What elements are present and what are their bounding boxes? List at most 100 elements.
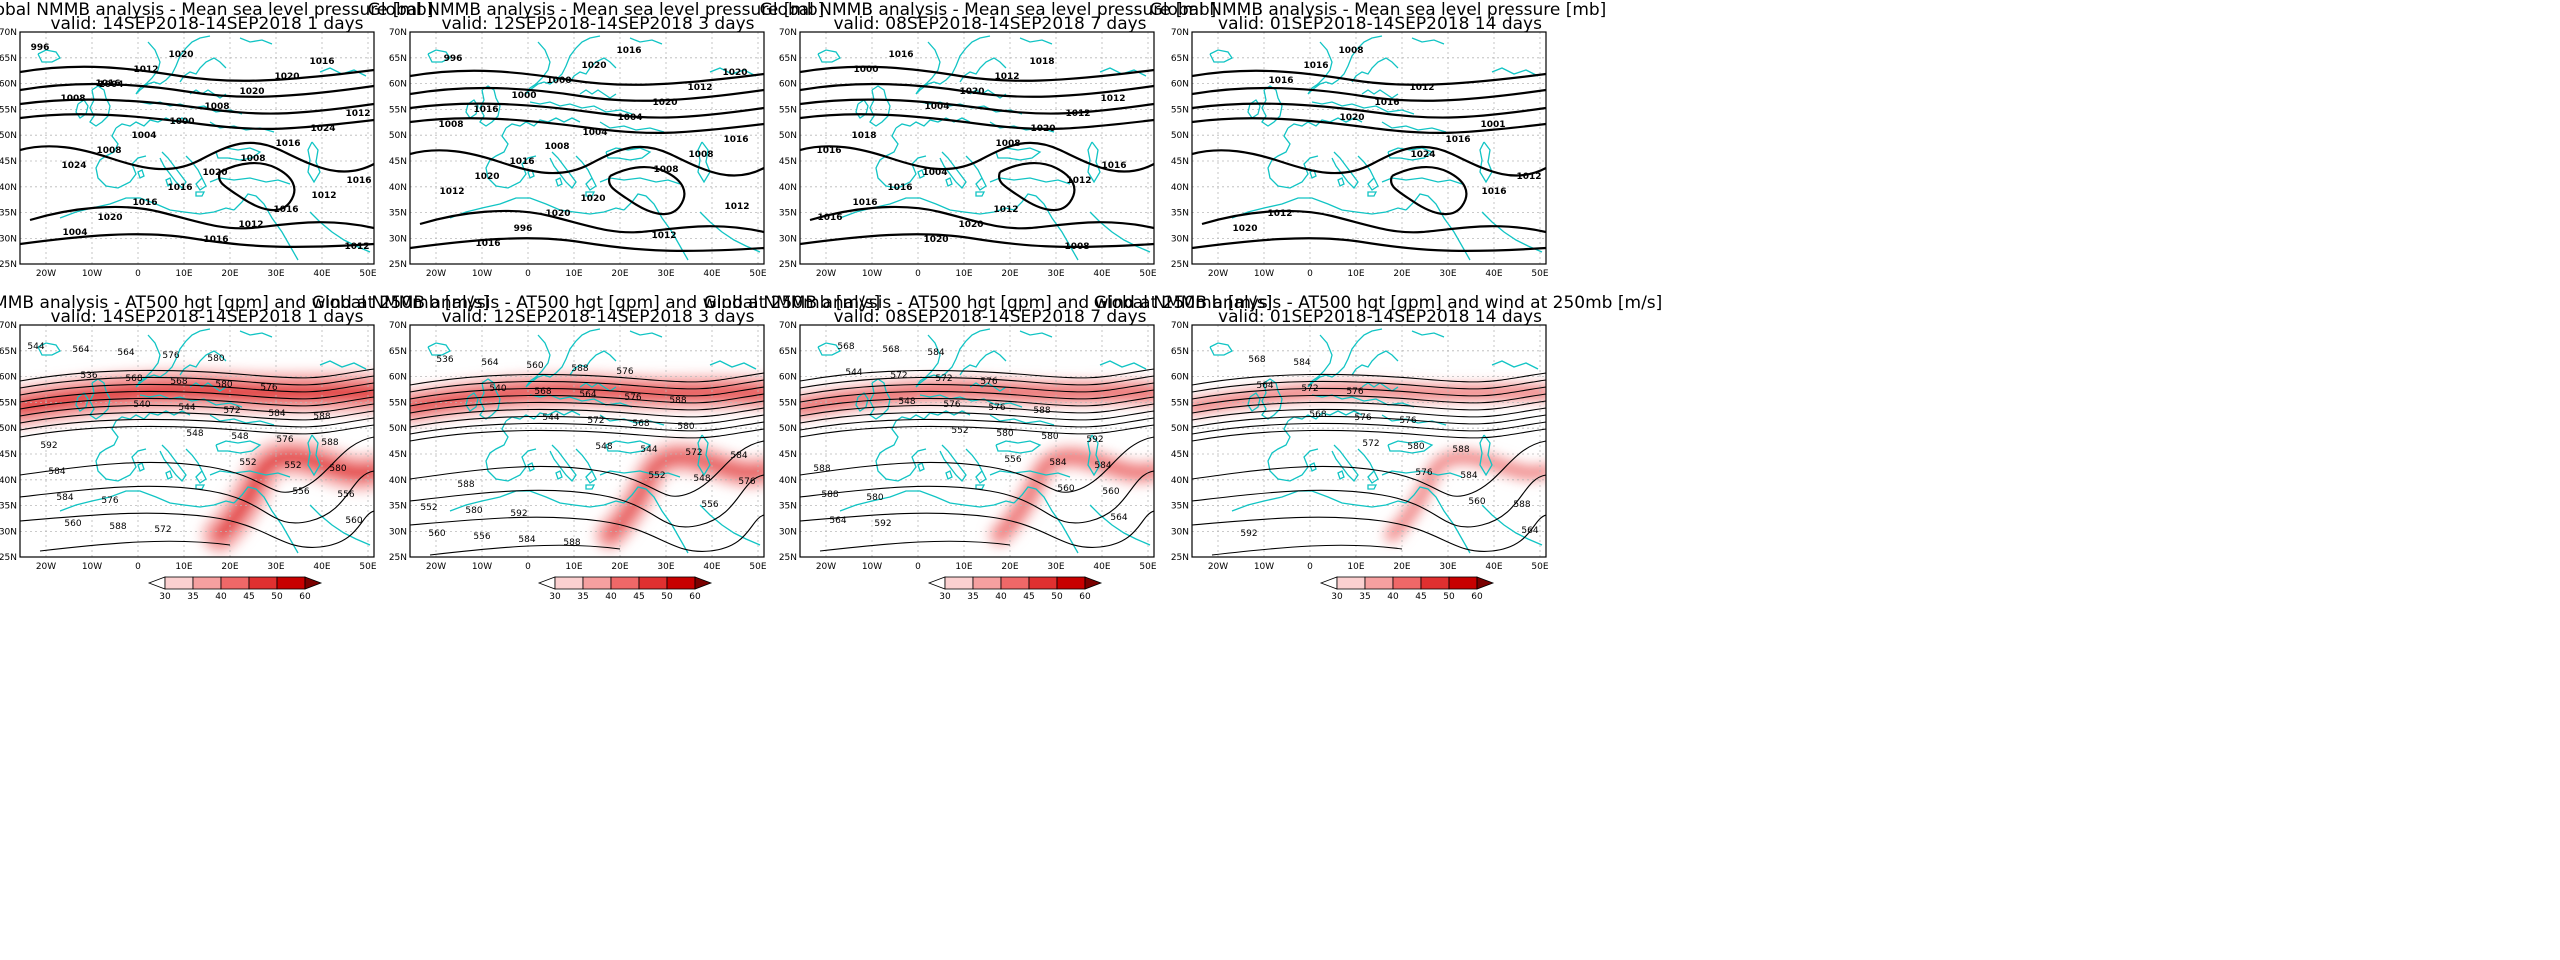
lon-tick-label: 10E bbox=[565, 269, 582, 279]
lat-tick-label: 35N bbox=[0, 502, 17, 512]
geopotential-contour bbox=[39, 540, 231, 552]
lat-tick-label: 40N bbox=[779, 476, 797, 486]
coastline bbox=[1331, 151, 1359, 190]
contour-label: 1000 bbox=[546, 76, 571, 86]
jet-stream-south-core bbox=[213, 450, 374, 542]
contour-label: 548 bbox=[186, 429, 203, 439]
contour-label: 576 bbox=[260, 383, 277, 393]
panel-valid-date: valid: 12SEP2018-14SEP2018 3 days bbox=[441, 307, 754, 327]
lat-tick-label: 45N bbox=[779, 157, 797, 167]
isobar bbox=[410, 145, 764, 177]
contour-label: 1016 bbox=[132, 198, 157, 208]
geopotential-contour bbox=[1192, 414, 1546, 428]
contour-label: 576 bbox=[101, 496, 118, 506]
graticule bbox=[410, 32, 764, 264]
contour-label: 568 bbox=[882, 345, 899, 355]
lat-tick-label: 35N bbox=[779, 209, 797, 219]
map-frame bbox=[409, 324, 765, 558]
contour-label: 588 bbox=[669, 396, 686, 406]
contour-label: 1012 bbox=[993, 205, 1018, 215]
coastline bbox=[165, 177, 173, 187]
lon-tick-label: 40E bbox=[1485, 562, 1502, 572]
coastline bbox=[307, 434, 321, 477]
contour-label: 1016 bbox=[723, 135, 748, 145]
colorbar-swatch bbox=[666, 576, 696, 590]
contour-label: 580 bbox=[465, 506, 482, 516]
coastline bbox=[1411, 330, 1445, 338]
colorbar-swatch bbox=[164, 576, 194, 590]
colorbar-label: 60 bbox=[299, 592, 311, 602]
isobar bbox=[800, 98, 1154, 115]
isobar bbox=[1192, 86, 1546, 102]
map-area: 1016 1020 1024 1016 1020 1016 1016 1016 1012 1012… bbox=[1192, 32, 1546, 264]
contour-label: 1004 bbox=[582, 128, 607, 138]
map-panel-1: Global NMMB analysis - Mean sea level pr… bbox=[0, 0, 433, 279]
lat-tick-label: 40N bbox=[389, 183, 407, 193]
colorbar-high-arrow bbox=[1476, 576, 1495, 590]
lat-tick-label: 30N bbox=[389, 234, 407, 244]
isobar bbox=[1192, 69, 1546, 86]
lat-tick-label: 25N bbox=[779, 260, 797, 270]
contour-label: 584 bbox=[1460, 471, 1477, 481]
lat-tick-label: 45N bbox=[0, 157, 17, 167]
contour-label: 568 bbox=[1248, 355, 1265, 365]
coastline bbox=[989, 414, 1055, 426]
coastline bbox=[995, 440, 1042, 454]
contour-label: 1008 bbox=[995, 139, 1020, 149]
panel-title: Global NMMB analysis - Mean sea level pr… bbox=[0, 0, 433, 20]
contour-label: 576 bbox=[1354, 413, 1371, 423]
isobar bbox=[800, 82, 1154, 98]
colorbar-swatch bbox=[972, 576, 1002, 590]
lat-tick-label: 35N bbox=[779, 502, 797, 512]
contour-label: 1008 bbox=[1064, 242, 1089, 252]
coastline bbox=[549, 444, 577, 483]
lat-tick-label: 70N bbox=[779, 321, 797, 331]
colorbar-label: 40 bbox=[215, 592, 227, 602]
colorbar-label: 35 bbox=[1359, 592, 1370, 602]
lat-tick-label: 25N bbox=[1171, 260, 1189, 270]
coastline bbox=[1351, 57, 1399, 83]
coastline bbox=[239, 37, 273, 45]
map-frame bbox=[1191, 31, 1547, 265]
map-background bbox=[800, 32, 1154, 264]
lon-tick-label: 10W bbox=[82, 562, 102, 572]
geopotential-contour bbox=[410, 414, 764, 428]
coastline bbox=[529, 101, 633, 115]
isobar bbox=[1192, 117, 1546, 135]
contour-label: 1018 bbox=[1029, 57, 1054, 67]
lon-tick-label: 10E bbox=[565, 562, 582, 572]
coastlines bbox=[817, 328, 1151, 554]
map-frame bbox=[409, 31, 765, 265]
contour-label: 564 bbox=[1110, 513, 1127, 523]
contour-label: 1020 bbox=[722, 68, 747, 78]
contour-label: 588 bbox=[321, 438, 338, 448]
contour-labels: 1016 1020 1024 1016 1020 1016 1016 1016 1012 1012… bbox=[1232, 46, 1541, 234]
lon-tick-label: 10E bbox=[175, 562, 192, 572]
lat-tick-label: 35N bbox=[1171, 209, 1189, 219]
lon-tick-label: 0 bbox=[525, 269, 531, 279]
lat-tick-label: 30N bbox=[389, 527, 407, 537]
geopotential-contour bbox=[20, 375, 374, 389]
coastline bbox=[1267, 420, 1319, 482]
contour-label: 1016 bbox=[309, 57, 334, 67]
lat-tick-label: 70N bbox=[0, 321, 17, 331]
contour-label: 568 bbox=[125, 374, 142, 384]
geopotential-contour bbox=[20, 396, 374, 410]
coastline bbox=[1387, 440, 1434, 454]
coastline bbox=[1231, 490, 1407, 512]
contour-label: 1016 bbox=[203, 235, 228, 245]
coastline bbox=[599, 470, 681, 478]
colorbar-swatch bbox=[1420, 576, 1450, 590]
contour-label: 1004 bbox=[617, 113, 642, 123]
coastline bbox=[479, 85, 501, 127]
colorbar-high-arrow bbox=[304, 576, 323, 590]
lat-tick-label: 35N bbox=[0, 209, 17, 219]
colorbar-label: 35 bbox=[967, 592, 978, 602]
panel-valid-date: valid: 08SEP2018-14SEP2018 7 days bbox=[833, 14, 1146, 34]
lon-tick-label: 30E bbox=[267, 269, 284, 279]
map-area: 544 536 540 548 552 556 560 564 568 544 548 552 556 5… bbox=[20, 325, 374, 557]
lon-tick-label: 30E bbox=[1439, 562, 1456, 572]
contour-label: 588 bbox=[813, 464, 830, 474]
isobar bbox=[419, 209, 764, 234]
contour-label: 552 bbox=[239, 458, 256, 468]
